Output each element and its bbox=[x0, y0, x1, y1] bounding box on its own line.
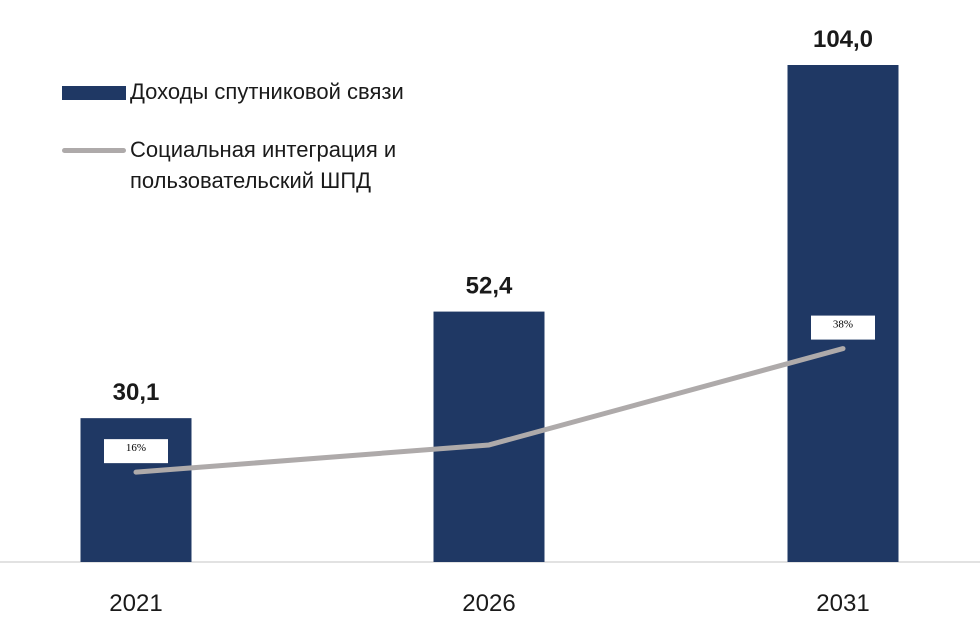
x-tick-label-2026: 2026 bbox=[462, 590, 515, 617]
bar-2031 bbox=[787, 65, 899, 562]
line-value-box-2021 bbox=[104, 439, 168, 464]
trend-line bbox=[133, 346, 846, 475]
bar-labels-group: 30,1 52,4 104,0 bbox=[113, 26, 873, 406]
bars-group bbox=[80, 65, 899, 562]
bar-value-label-2026: 52,4 bbox=[466, 273, 513, 300]
x-tick-labels-group: 2021 2026 2031 bbox=[109, 590, 869, 617]
line-labels-group: 16% 38% bbox=[104, 315, 875, 464]
bar-value-label-2031: 104,0 bbox=[813, 26, 873, 53]
line-value-box-2031 bbox=[811, 315, 875, 340]
line-value-label-2031: 38% bbox=[833, 319, 853, 331]
legend-swatch-bar bbox=[62, 86, 126, 100]
x-tick-label-2031: 2031 bbox=[816, 590, 869, 617]
line-value-label-2021: 16% bbox=[126, 442, 146, 454]
bar-value-label-2021: 30,1 bbox=[113, 379, 160, 406]
legend-label-revenue: Доходы спутниковой связи bbox=[130, 79, 404, 104]
legend-swatch-line bbox=[62, 148, 126, 153]
x-tick-label-2021: 2021 bbox=[109, 590, 162, 617]
legend-label-social: Социальная интеграция и пользовательский… bbox=[130, 137, 397, 193]
